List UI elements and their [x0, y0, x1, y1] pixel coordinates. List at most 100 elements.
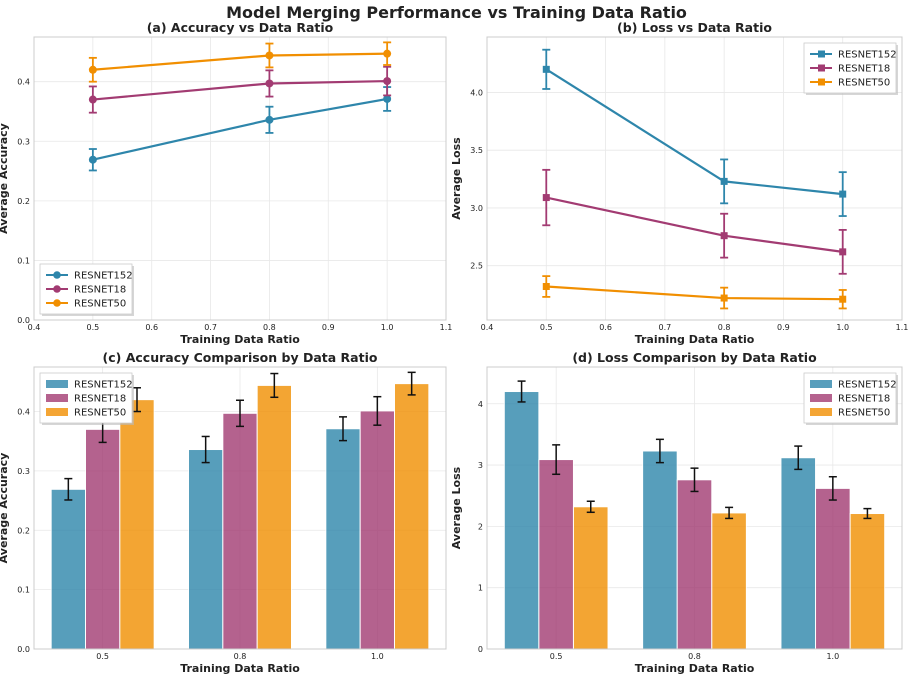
legend-item-resnet18[interactable]: RESNET18	[46, 394, 126, 405]
bar-resnet18[interactable]	[815, 487, 851, 650]
bar-resnet152[interactable]	[50, 488, 86, 650]
bar-resnet18[interactable]	[538, 459, 574, 650]
y-tick-label: 0.1	[17, 256, 30, 265]
data-point-square[interactable]	[720, 232, 728, 240]
legend-marker-square	[818, 50, 825, 58]
data-point-square[interactable]	[542, 283, 550, 291]
chart-title: (d) Loss Comparison by Data Ratio	[572, 350, 817, 365]
x-tick-label: 1.0	[381, 323, 394, 332]
legend-item-resnet152[interactable]: RESNET152	[46, 271, 133, 282]
x-tick-label: 1.0	[371, 652, 384, 661]
legend-item-resnet50[interactable]: RESNET50	[46, 299, 126, 310]
legend: RESNET152 RESNET18 RESNET50	[803, 372, 898, 425]
bar-resnet152[interactable]	[780, 457, 817, 650]
bar-resnet152[interactable]	[188, 449, 224, 650]
data-point[interactable]	[88, 155, 97, 164]
bar-resnet50[interactable]	[711, 512, 747, 650]
x-tick-label: 0.6	[145, 323, 158, 332]
data-point[interactable]	[383, 49, 392, 58]
legend-item-resnet50[interactable]: RESNET50	[810, 78, 890, 89]
legend-label: RESNET18	[838, 64, 890, 75]
series-resnet152	[88, 86, 392, 172]
legend-color-swatch	[810, 408, 832, 416]
data-point-square[interactable]	[839, 248, 847, 256]
bar-resnet152[interactable]	[642, 450, 678, 650]
y-tick-label: 0	[478, 645, 483, 654]
y-tick-label: 3	[478, 461, 483, 470]
bar-resnet18[interactable]	[222, 412, 258, 650]
data-point[interactable]	[265, 115, 274, 124]
plot-frame	[33, 36, 447, 321]
legend-label: RESNET152	[74, 271, 133, 282]
data-point[interactable]	[265, 79, 274, 88]
y-tick-label: 0.2	[17, 197, 30, 206]
chart-panel-b: 0.4 0.5 0.6 0.7 0.8 0.9 1.0 1.1 2.5 3.0 3.5 4.0 RESN…	[450, 20, 908, 346]
x-tick-label: 0.5	[550, 652, 563, 661]
legend-item-resnet152[interactable]: RESNET152	[810, 380, 897, 391]
legend-color-swatch	[810, 380, 832, 388]
bar-resnet18[interactable]	[676, 479, 713, 650]
legend-label: RESNET152	[838, 50, 897, 61]
legend-item-resnet18[interactable]: RESNET18	[810, 394, 890, 405]
legend-label: RESNET50	[74, 299, 126, 310]
data-point-square[interactable]	[839, 295, 847, 303]
legend-color-swatch	[46, 394, 68, 402]
y-axis-label: Average Loss	[450, 466, 463, 549]
data-point-square[interactable]	[542, 65, 550, 73]
series-resnet152	[542, 48, 847, 217]
x-tick-label: 0.8	[718, 323, 731, 332]
y-tick-label: 3.5	[470, 146, 483, 155]
x-tick-label: 0.5	[540, 323, 553, 332]
legend-item-resnet18[interactable]: RESNET18	[46, 285, 126, 296]
y-tick-label: 0.0	[17, 645, 30, 654]
y-tick-label: 2	[478, 522, 483, 531]
legend-label: RESNET50	[838, 78, 890, 89]
x-tick-label: 1.0	[836, 323, 849, 332]
y-tick-label: 4	[478, 400, 483, 409]
chart-panel-a: 0.4 0.5 0.6 0.7 0.8 0.9 1.0 1.1 0.0 0.1 0.2 0.3 0.4 R…	[0, 20, 452, 346]
chart-title: (c) Accuracy Comparison by Data Ratio	[103, 350, 378, 365]
plot-frame	[33, 366, 447, 650]
data-point-square[interactable]	[542, 194, 550, 202]
bar-resnet50[interactable]	[572, 506, 609, 650]
bar-resnet50[interactable]	[256, 384, 292, 650]
bar-resnet18[interactable]	[359, 410, 395, 650]
legend-item-resnet152[interactable]: RESNET152	[810, 50, 897, 61]
legend-item-resnet152[interactable]: RESNET152	[46, 380, 133, 391]
y-axis-label: Average Loss	[450, 137, 463, 220]
bar-resnet50[interactable]	[394, 383, 430, 650]
data-point-square[interactable]	[720, 177, 728, 185]
data-point-square[interactable]	[720, 294, 728, 302]
legend-marker-circle	[53, 271, 61, 279]
x-tick-label: 0.8	[688, 652, 701, 661]
data-point-square[interactable]	[839, 190, 847, 198]
figure-title: Model Merging Performance vs Training Da…	[226, 3, 687, 22]
x-axis-label: Training Data Ratio	[635, 662, 755, 675]
legend-item-resnet50[interactable]: RESNET50	[810, 408, 890, 419]
series-resnet50	[88, 41, 392, 83]
bar-resnet18[interactable]	[85, 428, 121, 650]
x-tick-label: 0.7	[658, 323, 671, 332]
x-tick-label: 0.4	[28, 323, 41, 332]
y-tick-label: 0.0	[17, 316, 30, 325]
data-point[interactable]	[88, 65, 97, 74]
legend: RESNET152 RESNET18 RESNET50	[803, 42, 898, 95]
y-tick-label: 0.3	[17, 467, 30, 476]
bar-resnet152[interactable]	[503, 391, 540, 650]
legend-color-swatch	[46, 408, 68, 416]
bar-resnet50[interactable]	[119, 399, 155, 650]
legend-item-resnet50[interactable]: RESNET50	[46, 408, 126, 419]
data-point[interactable]	[88, 95, 97, 104]
bar-resnet50[interactable]	[849, 513, 886, 650]
bar-resnet152[interactable]	[325, 428, 361, 650]
data-point[interactable]	[265, 51, 274, 60]
legend-item-resnet18[interactable]: RESNET18	[810, 64, 890, 75]
data-point[interactable]	[383, 94, 392, 103]
y-axis-label: Average Accuracy	[0, 453, 10, 564]
data-point[interactable]	[383, 77, 392, 86]
chart-panel-c: 0.5 0.8 1.00.00.10.20.30.4RESNET152RESNET1…	[0, 350, 447, 675]
legend-marker-square	[818, 64, 825, 72]
x-tick-label: 1.1	[440, 323, 453, 332]
x-tick-label: 0.5	[86, 323, 99, 332]
legend-color-swatch	[810, 394, 832, 402]
